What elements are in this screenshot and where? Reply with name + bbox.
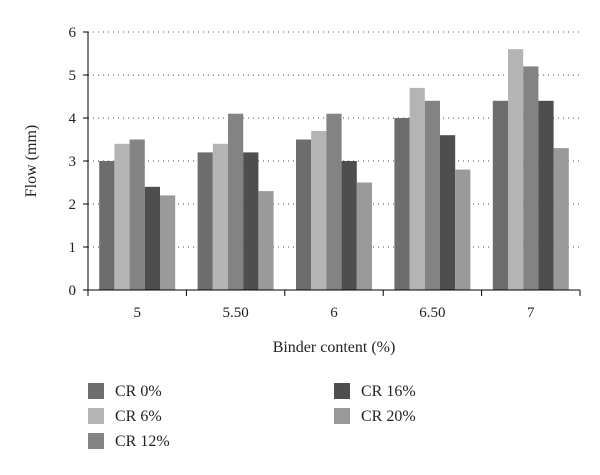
bar bbox=[197, 152, 213, 290]
y-tick-label: 2 bbox=[69, 197, 77, 213]
bar bbox=[326, 113, 342, 290]
x-tick-label: 7 bbox=[527, 305, 535, 321]
y-tick-label: 4 bbox=[69, 111, 77, 127]
x-tick-label: 6.50 bbox=[419, 305, 445, 321]
y-tick-label: 0 bbox=[69, 283, 77, 299]
y-tick-label: 3 bbox=[69, 154, 77, 170]
x-tick-label: 6 bbox=[330, 305, 338, 321]
bar bbox=[523, 66, 539, 291]
y-tick-label: 1 bbox=[69, 240, 77, 256]
bar bbox=[99, 161, 115, 290]
bar bbox=[144, 186, 160, 290]
y-axis-label: Flow (mm) bbox=[23, 125, 40, 197]
bar bbox=[356, 182, 372, 290]
bar bbox=[455, 169, 471, 290]
bar bbox=[114, 143, 130, 290]
bar bbox=[258, 191, 274, 290]
legend-label: CR 0% bbox=[115, 383, 162, 400]
legend: CR 0% CR 6% CR 12% CR 16% CR 20% bbox=[88, 383, 416, 450]
y-tick-label: 6 bbox=[69, 25, 77, 41]
bar bbox=[129, 139, 145, 290]
x-tick-label: 5.50 bbox=[222, 305, 248, 321]
bar bbox=[296, 139, 312, 290]
y-tick-label: 5 bbox=[69, 68, 77, 84]
legend-swatch bbox=[88, 408, 104, 424]
bar bbox=[341, 161, 357, 290]
bar bbox=[553, 148, 569, 290]
x-axis-label: Binder content (%) bbox=[273, 339, 396, 356]
legend-label: CR 16% bbox=[361, 383, 416, 400]
bar bbox=[243, 152, 259, 290]
bars bbox=[99, 49, 569, 291]
y-ticks: 0 1 2 3 4 5 6 bbox=[69, 25, 77, 299]
bar bbox=[440, 135, 456, 290]
bar bbox=[394, 118, 410, 290]
legend-label: CR 12% bbox=[115, 433, 170, 450]
bar bbox=[160, 195, 176, 290]
legend-swatch bbox=[88, 433, 104, 449]
bar bbox=[311, 130, 327, 290]
legend-swatch bbox=[88, 383, 104, 399]
legend-swatch bbox=[334, 383, 350, 399]
x-ticks: 5 5.50 6 6.50 7 bbox=[133, 305, 535, 321]
legend-label: CR 20% bbox=[361, 408, 416, 425]
bar bbox=[508, 49, 524, 291]
bar bbox=[409, 87, 425, 291]
bar bbox=[492, 100, 508, 290]
bar bbox=[228, 113, 244, 290]
bar bbox=[538, 100, 554, 290]
legend-label: CR 6% bbox=[115, 408, 162, 425]
legend-swatch bbox=[334, 408, 350, 424]
bar bbox=[424, 100, 440, 290]
axes bbox=[83, 31, 581, 296]
x-tick-label: 5 bbox=[133, 305, 141, 321]
bar bbox=[212, 143, 228, 290]
